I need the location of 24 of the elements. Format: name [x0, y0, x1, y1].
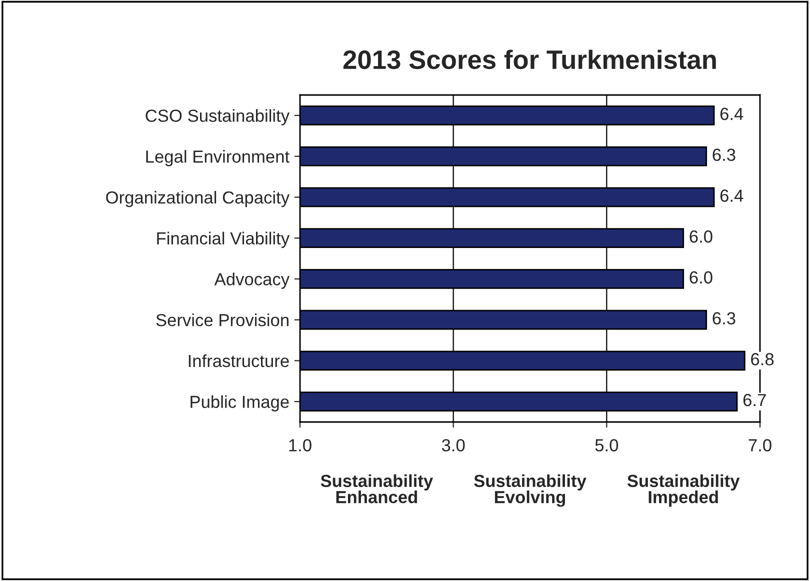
y-tick-label: Public Image: [190, 395, 289, 412]
y-tick-label: Legal Environment: [146, 150, 290, 166]
x-tick-label: 5.0: [595, 439, 618, 452]
chart-title: 2013 Scores for Turkmenistan: [343, 50, 716, 70]
text: Sustainability Enhanced: [320, 474, 434, 504]
x-tick-label: 7.0: [748, 439, 772, 452]
data-label: 6.0: [690, 230, 712, 243]
data-label: 6.3: [712, 148, 736, 161]
y-tick-label: Financial Viability: [157, 232, 290, 248]
text: Sustainability Impeded: [627, 474, 740, 507]
x-tick-label: 3.0: [442, 439, 465, 452]
data-label: 6.0: [690, 271, 712, 284]
y-tick-label: Organizational Capacity: [106, 190, 290, 208]
data-label: 6.8: [751, 353, 774, 366]
text: Sustainability Evolving: [474, 474, 586, 507]
y-tick-label: Infrastructure: [188, 354, 289, 368]
data-label: 6.4: [720, 108, 744, 120]
y-tick-label: CSO Sustainability: [146, 109, 290, 126]
data-label: 6.7: [743, 394, 766, 406]
x-tick-label: 1.0: [289, 439, 312, 452]
data-label: 6.3: [712, 312, 736, 324]
data-label: 6.4: [720, 190, 744, 202]
y-tick-label: Service Provision: [156, 314, 288, 326]
y-tick-label: Advocacy: [214, 272, 290, 289]
